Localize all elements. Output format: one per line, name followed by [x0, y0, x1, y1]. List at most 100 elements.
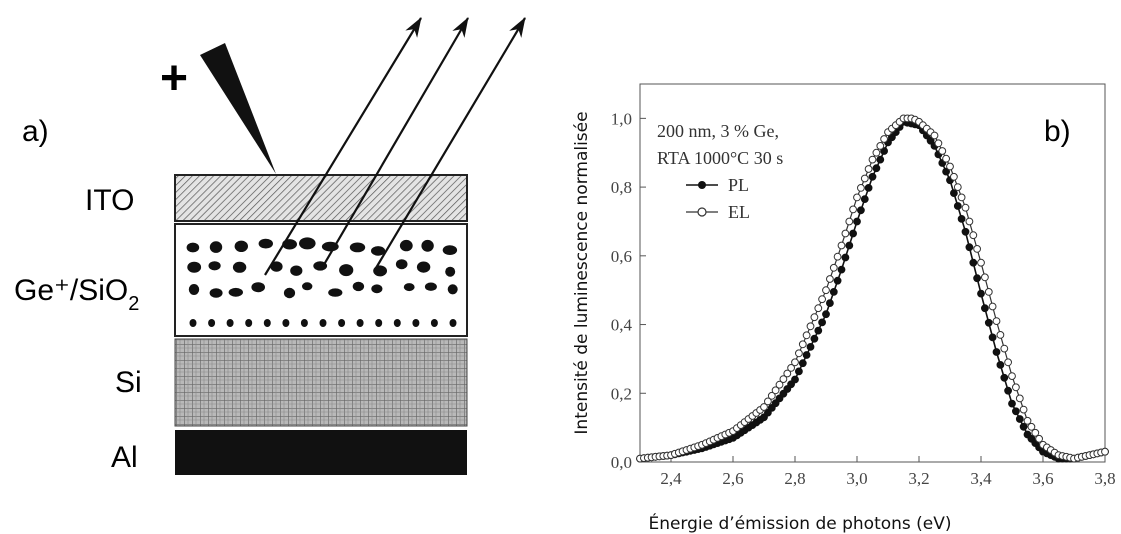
data-point-el	[981, 273, 989, 282]
data-point-el	[771, 386, 780, 395]
data-point-el	[961, 203, 970, 212]
data-point-pl	[984, 318, 993, 327]
x-tick-label: 3,6	[1032, 469, 1053, 488]
nanocluster-dot	[228, 287, 243, 297]
data-point-el	[938, 147, 947, 155]
axis-ticks: 2,4 2,6 2,8 3,0 3,2 3,4 3,6 3,8 0,0 0,2 0,4 0,6 0,8 1…	[611, 109, 1116, 488]
nanocluster-dot	[234, 240, 248, 252]
data-point-pl	[857, 206, 865, 215]
data-point-pl	[953, 202, 962, 210]
data-point-el	[1101, 447, 1109, 456]
x-tick-label: 2,4	[660, 469, 682, 488]
data-point-pl	[795, 367, 803, 376]
data-point-el	[845, 217, 854, 226]
data-point-pl	[868, 172, 877, 181]
nanocluster-dot	[270, 261, 283, 272]
data-point-pl	[1012, 407, 1020, 416]
data-point-pl	[880, 147, 888, 155]
si-layer	[174, 338, 468, 427]
layer-label-ito: ITO	[85, 184, 134, 217]
data-point-pl	[806, 343, 815, 351]
ge-sio2-text: Ge⁺/SiO	[14, 274, 128, 307]
data-point-pl	[950, 189, 958, 198]
data-point-pl	[798, 359, 807, 368]
data-point-pl	[965, 243, 974, 252]
legend-pl-label: PL	[728, 175, 749, 195]
nanocluster-dot	[186, 242, 200, 253]
data-point-el	[864, 165, 873, 173]
data-point-el	[1027, 422, 1036, 431]
nanocluster-dot	[338, 319, 346, 327]
data-point-el	[822, 286, 830, 295]
y-tick-label: 1,0	[611, 109, 632, 128]
data-point-pl	[1008, 399, 1016, 408]
data-point-pl	[849, 229, 857, 238]
data-point-pl	[810, 334, 819, 343]
nanocluster-dot	[371, 246, 386, 256]
data-point-el	[969, 231, 978, 240]
data-point-pl	[864, 184, 873, 192]
nanocluster-dot	[412, 319, 420, 327]
data-point-el	[787, 364, 795, 372]
data-point-el	[1008, 372, 1016, 381]
ge-sio2-layer	[174, 223, 468, 337]
nanocluster-dot	[226, 319, 234, 327]
x-tick-label: 3,4	[970, 469, 992, 488]
data-point-pl	[981, 304, 989, 313]
data-point-el	[977, 258, 985, 267]
data-point-el	[764, 397, 772, 406]
data-point-pl	[1004, 386, 1012, 395]
nanocluster-dot	[299, 237, 316, 250]
y-tick-label: 0,6	[611, 247, 632, 266]
layer-label-ge-sio2: Ge⁺/SiO2	[14, 274, 139, 315]
nanocluster-dot	[302, 282, 313, 291]
data-point-el	[806, 322, 815, 331]
data-point-el	[868, 155, 877, 164]
data-point-pl	[860, 195, 869, 204]
data-point-el	[1004, 358, 1012, 367]
nanocluster-dot	[209, 241, 223, 253]
data-point-el	[829, 263, 838, 272]
nanocluster-dot	[445, 266, 456, 277]
plus-sign: +	[160, 52, 188, 105]
data-point-pl	[961, 227, 970, 236]
data-point-el	[795, 349, 803, 358]
data-point-pl	[942, 167, 950, 176]
y-tick-label: 0,2	[611, 384, 632, 403]
x-axis-title: Énergie d’émission de photons (eV)	[648, 512, 951, 534]
nanocluster-dot	[282, 319, 290, 327]
data-point-el	[775, 380, 784, 389]
legend-el-marker	[697, 207, 707, 217]
data-point-pl	[872, 164, 881, 173]
data-point-el	[934, 139, 943, 148]
annotation-line-1: 200 nm, 3 % Ge,	[657, 121, 779, 141]
nanocluster-dot	[339, 264, 354, 277]
panel-b: b) 2,4 2,6 2,8 3,0 3,2 3,4 3,6 3,8 0,0 0,2 0,4 0,6 0…	[572, 83, 1116, 534]
data-point-pl	[791, 375, 799, 384]
series-line-pl	[639, 120, 1106, 460]
data-point-pl	[829, 288, 838, 296]
data-point-pl	[876, 155, 885, 164]
data-point-el	[760, 403, 768, 411]
data-point-pl	[926, 136, 935, 145]
data-point-pl	[988, 333, 997, 342]
data-point-el	[942, 154, 950, 163]
nanocluster-dot	[208, 261, 221, 271]
nanocluster-dot	[283, 287, 296, 299]
ge-sio2-subscript: 2	[128, 293, 139, 315]
data-point-el	[1031, 428, 1040, 437]
data-point-el	[857, 184, 865, 192]
ge-nanoclusters	[186, 237, 458, 327]
data-point-pl	[957, 215, 966, 223]
data-point-pl	[853, 217, 861, 226]
data-point-el	[973, 245, 981, 253]
data-point-pl	[814, 326, 823, 335]
data-point-el	[779, 375, 788, 384]
nanocluster-dot	[373, 265, 387, 277]
data-point-pl	[969, 258, 978, 267]
probe-needle-icon	[200, 43, 276, 174]
nanocluster-dot	[424, 282, 437, 291]
data-point-el	[988, 302, 997, 311]
emission-arrow-3	[375, 17, 526, 269]
data-point-el	[1015, 394, 1024, 403]
